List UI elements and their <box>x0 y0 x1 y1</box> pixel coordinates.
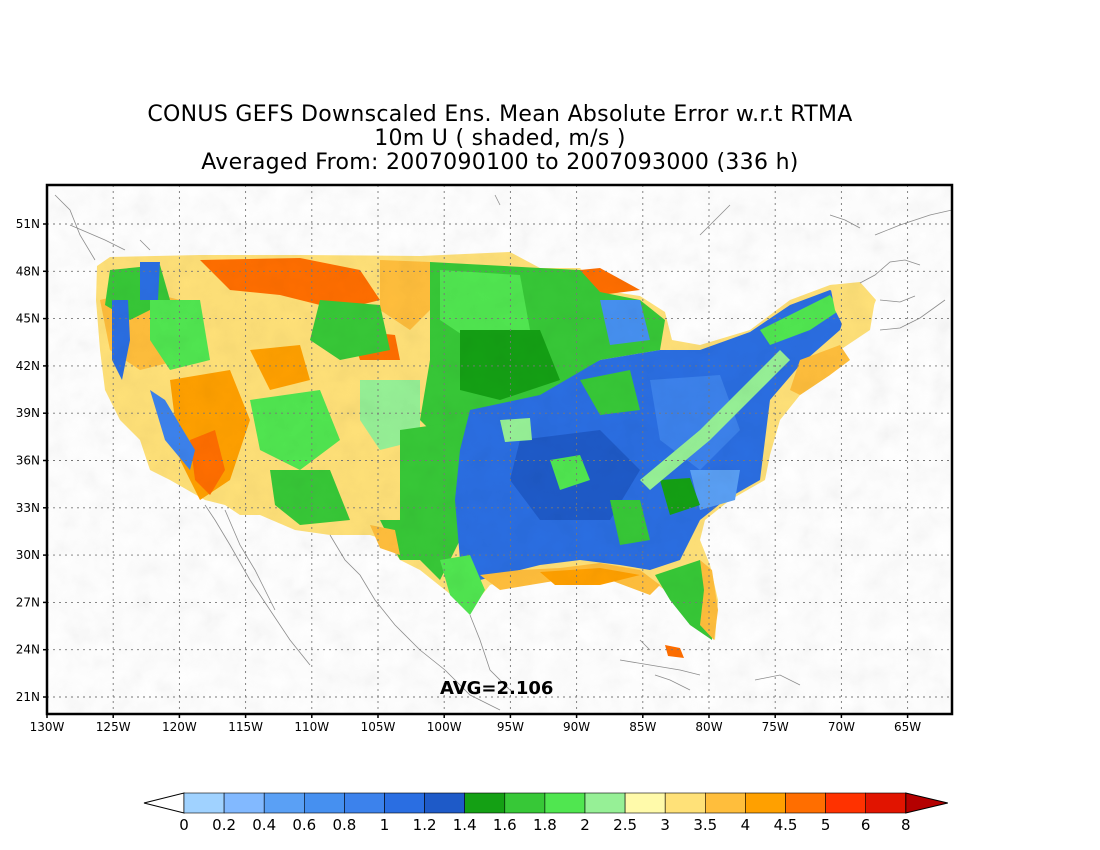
colorbar-label: 1 <box>380 816 390 834</box>
colorbar-swatch <box>183 792 225 814</box>
colorbar-label: 3.5 <box>693 816 717 834</box>
colorbar-swatch <box>303 792 345 814</box>
title-line-2: 10m U ( shaded, m/s ) <box>374 126 626 151</box>
lat-label: 21N <box>16 690 40 704</box>
lat-label: 39N <box>16 406 40 420</box>
colorbar-label: 1.4 <box>453 816 477 834</box>
colorbar-label: 8 <box>901 816 911 834</box>
colorbar-swatch <box>584 792 626 814</box>
colorbar-swatch <box>624 792 666 814</box>
colorbar-over-triangle <box>905 792 948 814</box>
colorbar-label: 2 <box>580 816 590 834</box>
map-frame <box>45 183 954 716</box>
lon-label: 130W <box>30 720 65 734</box>
colorbar-label: 0.6 <box>292 816 316 834</box>
title-line-3: Averaged From: 2007090100 to 2007093000 … <box>201 150 799 175</box>
lon-label: 90W <box>563 720 590 734</box>
average-annotation: AVG=2.106 <box>440 678 553 699</box>
lat-label: 42N <box>16 359 40 373</box>
lat-label: 51N <box>16 217 40 231</box>
colorbar-swatch <box>263 792 305 814</box>
colorbar-swatch <box>745 792 786 814</box>
lon-label: 100W <box>427 720 462 734</box>
lon-label: 125W <box>96 720 131 734</box>
colorbar-swatch <box>544 792 586 814</box>
colorbar-label: 1.6 <box>493 816 517 834</box>
colorbar-label: 4.5 <box>774 816 798 834</box>
colorbar-label: 5 <box>821 816 831 834</box>
longitude-labels: 130W 125W 120W 115W 110W 105W 100W 95W 90W 85W 80W… <box>30 714 921 734</box>
colorbar-label: 0.4 <box>252 816 276 834</box>
lat-label: 27N <box>16 595 40 609</box>
colorbar: 0 0.2 0.4 0.6 0.8 1 1.2 1.4 1.6 1.8 2 2.5 3 3.5 4 4.5 5 6… <box>143 792 948 834</box>
colorbar-swatch <box>664 792 706 814</box>
lat-label: 36N <box>16 454 40 468</box>
colorbar-swatch <box>223 792 265 814</box>
colorbar-label: 1.2 <box>413 816 437 834</box>
colorbar-swatch <box>464 792 506 814</box>
colorbar-label: 6 <box>861 816 871 834</box>
lon-label: 110W <box>294 720 329 734</box>
colorbar-swatch <box>424 792 466 814</box>
lat-label: 48N <box>16 264 40 278</box>
colorbar-swatch <box>344 792 385 814</box>
colorbar-swatch <box>504 792 546 814</box>
lon-label: 65W <box>894 720 921 734</box>
lon-label: 75W <box>762 720 789 734</box>
lat-label: 30N <box>16 548 40 562</box>
colorbar-label: 2.5 <box>613 816 637 834</box>
gridlines <box>47 185 952 714</box>
colorbar-label: 1.8 <box>533 816 557 834</box>
lon-label: 115W <box>228 720 263 734</box>
colorbar-swatch <box>865 792 907 814</box>
title-line-1: CONUS GEFS Downscaled Ens. Mean Absolute… <box>147 102 853 127</box>
colorbar-swatch <box>384 792 425 814</box>
lon-label: 80W <box>695 720 722 734</box>
colorbar-under-triangle <box>143 792 185 814</box>
lon-label: 120W <box>162 720 197 734</box>
coastlines <box>54 194 952 711</box>
lat-label: 45N <box>16 312 40 326</box>
colorbar-label: 0 <box>179 816 189 834</box>
lat-label: 24N <box>16 643 40 657</box>
lon-label: 70W <box>828 720 855 734</box>
colorbar-label: 0.8 <box>332 816 356 834</box>
colorbar-swatch <box>825 792 866 814</box>
colorbar-swatch <box>785 792 826 814</box>
colorbar-label: 4 <box>741 816 751 834</box>
latitude-labels: 51N 48N 45N 42N 39N 36N 33N 30N 27N 24N 21N <box>16 217 47 704</box>
colorbar-label: 3 <box>660 816 670 834</box>
lon-label: 95W <box>497 720 524 734</box>
lon-label: 105W <box>361 720 396 734</box>
lat-label: 33N <box>16 501 40 515</box>
colorbar-label: 0.2 <box>212 816 236 834</box>
colorbar-swatch <box>704 792 746 814</box>
shaded-error-field <box>47 185 952 714</box>
lon-label: 85W <box>629 720 656 734</box>
